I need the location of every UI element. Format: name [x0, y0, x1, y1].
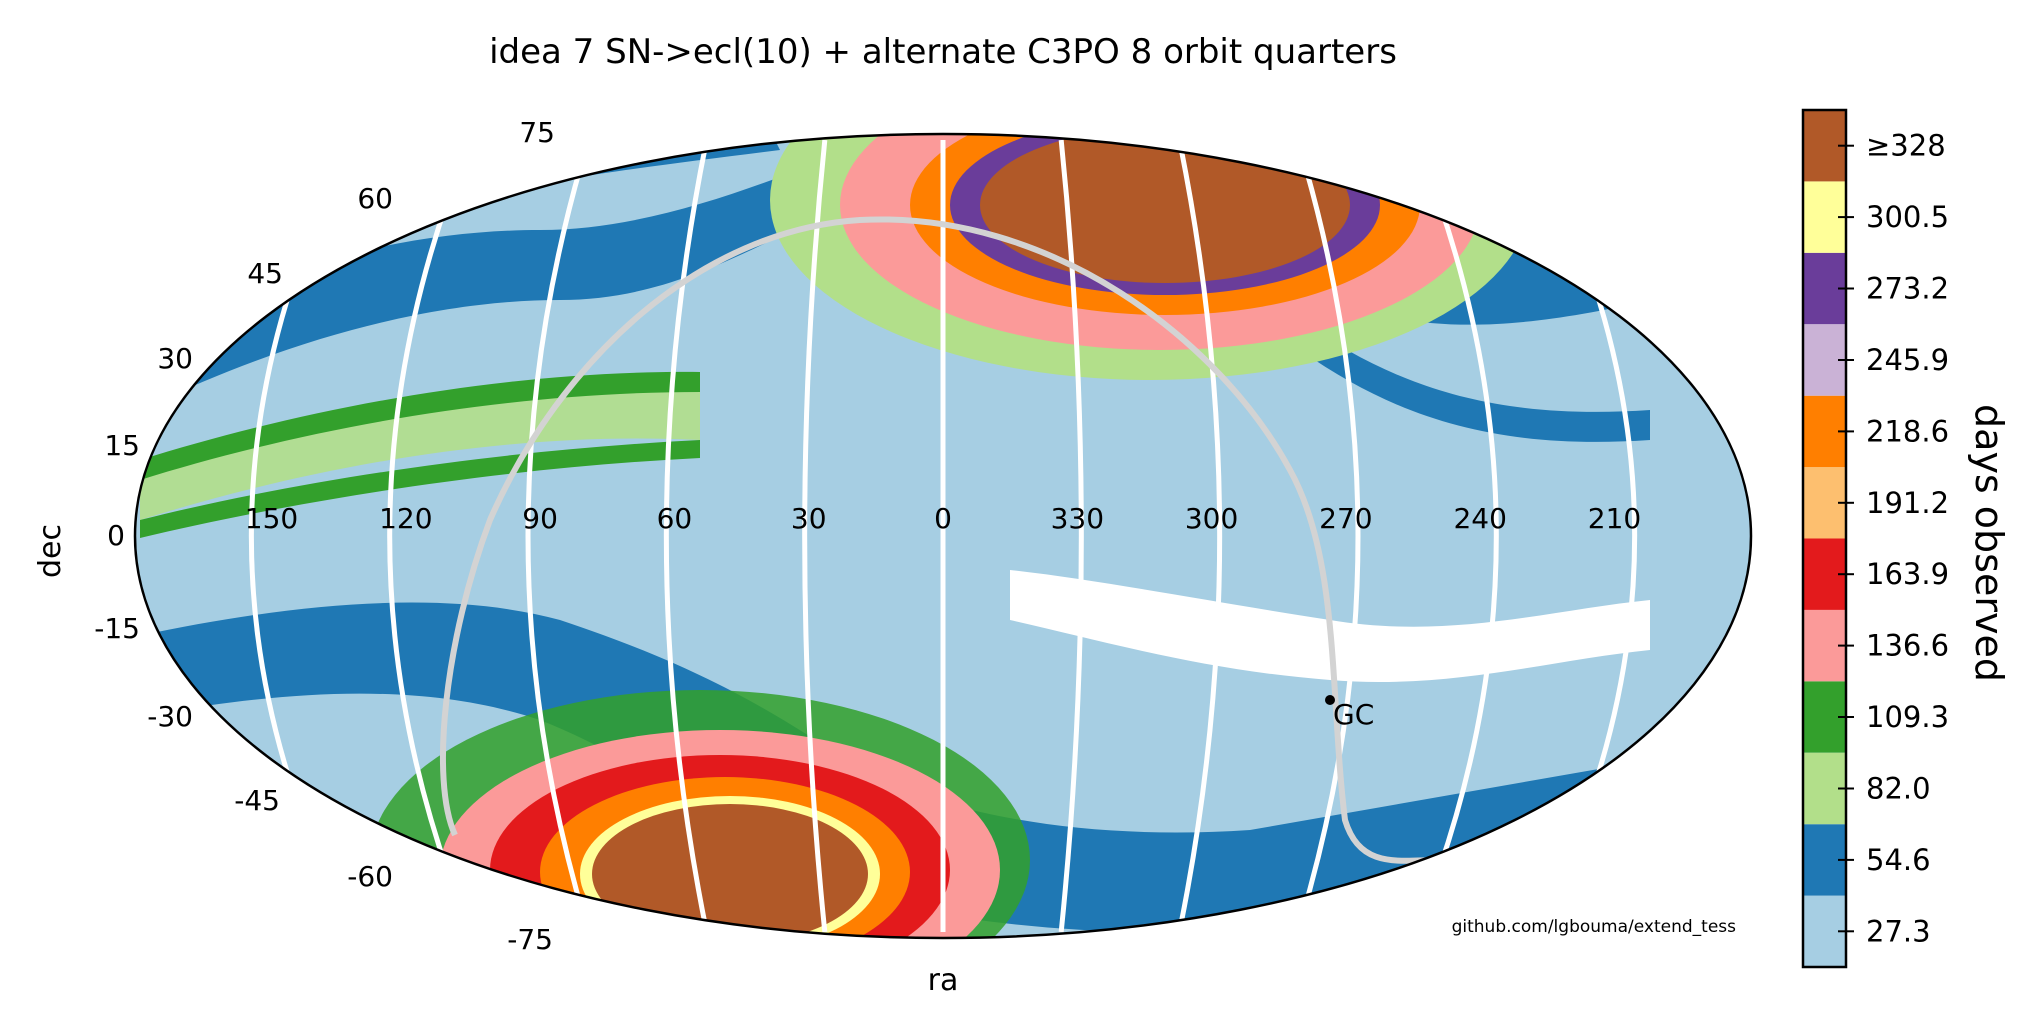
- x-tick-label: 300: [1185, 502, 1238, 535]
- colorbar-tick-label: 82.0: [1866, 772, 1931, 806]
- x-tick-label: 30: [791, 502, 827, 535]
- lightgreen-strip: [140, 388, 700, 520]
- sector-gap-line: [1176, 139, 1223, 933]
- colorbar-tick-label: 27.3: [1866, 914, 1931, 948]
- colorbar-tick-label: 136.6: [1866, 629, 1949, 663]
- gc-marker: [1325, 695, 1335, 705]
- colorbar-label: days observed: [1967, 404, 2011, 682]
- colorbar-tick-label: 273.2: [1866, 272, 1949, 306]
- gc-label: GC: [1333, 698, 1374, 731]
- sector-gap-line: [1058, 139, 1084, 933]
- x-tick-label: 60: [657, 502, 693, 535]
- south-band: [135, 602, 1650, 933]
- x-tick-label: 0: [934, 502, 952, 535]
- y-axis-label: dec: [33, 524, 68, 578]
- colorbar: 27.3 54.6 82.0 109.3 136.6 163.9 191.2 218.6 245…: [1801, 108, 1949, 969]
- green-strip: [140, 371, 700, 480]
- y-tick-label: -15: [94, 612, 140, 645]
- x-tick-label: 330: [1051, 502, 1104, 535]
- colorbar-tick-label: 163.9: [1866, 557, 1949, 591]
- green-strip-2: [140, 440, 700, 538]
- sector-gap-line: [802, 139, 828, 933]
- colorbar-tick-label: 191.2: [1866, 486, 1949, 520]
- dark-strip-right: [1300, 320, 1650, 442]
- sector-gap-line: [387, 139, 473, 933]
- y-tick-label: -60: [347, 860, 393, 893]
- colorbar-tick-label: 218.6: [1866, 414, 1949, 448]
- y-tick-label: 60: [357, 182, 393, 215]
- y-tick-label: 30: [157, 342, 193, 375]
- x-axis-label: ra: [928, 963, 959, 998]
- colorbar-tick-label: 109.3: [1866, 700, 1949, 734]
- chart-title: idea 7 SN->ecl(10) + alternate C3PO 8 or…: [489, 32, 1397, 72]
- sector-gap-line: [525, 139, 591, 933]
- colorbar-outline: [1801, 108, 1848, 969]
- colorbar-tick-label: ≥328: [1866, 129, 1946, 163]
- colorbar-tick-label: 300.5: [1866, 200, 1949, 234]
- map-outline: [133, 132, 1753, 940]
- y-tick-label: 75: [519, 116, 555, 149]
- y-tick-label: -75: [507, 923, 553, 956]
- x-tick-label: 120: [379, 502, 432, 535]
- credit-text: github.com/lgbouma/extend_tess: [1452, 917, 1737, 937]
- y-tick-label: 15: [104, 429, 140, 462]
- sector-gap-line: [1295, 139, 1361, 933]
- sector-gap-line: [1413, 139, 1499, 933]
- x-tick-label: 270: [1319, 502, 1372, 535]
- x-tick-label: 90: [522, 502, 558, 535]
- y-tick-label: 0: [107, 519, 125, 552]
- x-tick-label: 150: [245, 502, 298, 535]
- y-tick-label: -30: [147, 700, 193, 733]
- galactic-track: [439, 216, 1441, 864]
- x-tick-label: 210: [1588, 502, 1641, 535]
- colorbar-tick-label: 245.9: [1866, 343, 1949, 377]
- y-tick-label: -45: [234, 784, 280, 817]
- y-tick-label: 45: [247, 257, 283, 290]
- south-cvz-core: [592, 804, 868, 938]
- colorbar-tick-label: 54.6: [1866, 843, 1931, 877]
- x-tick-label: 240: [1453, 502, 1506, 535]
- x-tick-labels: 150 120 90 60 30 0 330 300 270 240 210: [245, 502, 1641, 535]
- sector-gap-line: [663, 139, 710, 933]
